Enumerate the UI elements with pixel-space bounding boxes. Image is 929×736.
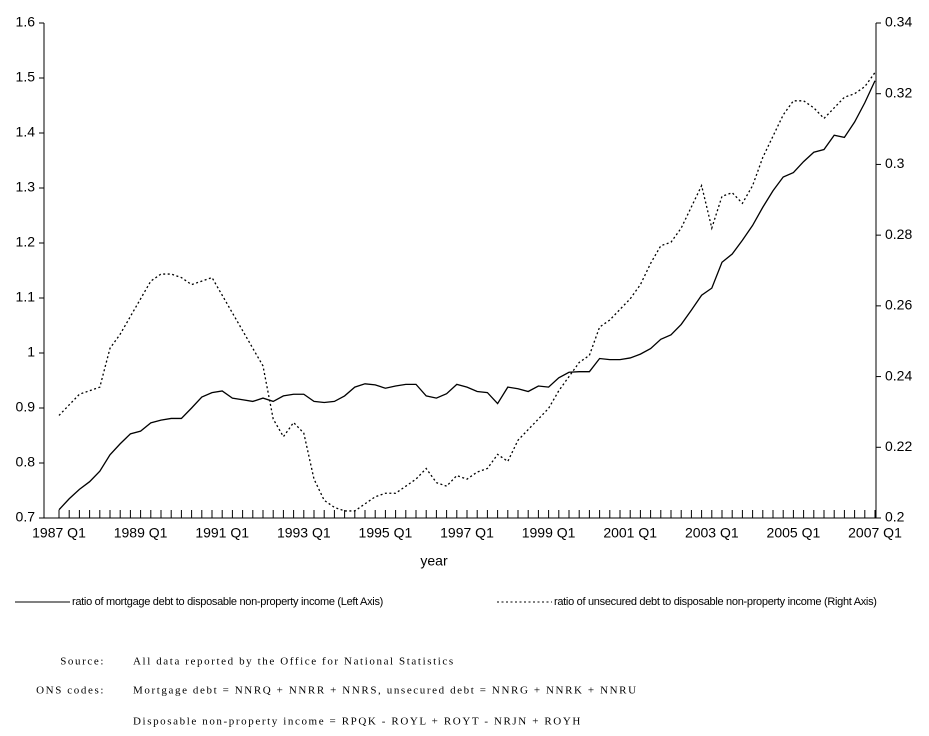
source-text: All data reported by the Office for Nati… bbox=[133, 656, 455, 668]
x-tick-label: 1989 Q1 bbox=[114, 525, 168, 541]
y-tick-label: 1.1 bbox=[16, 289, 36, 305]
legend-label: ratio of mortgage debt to disposable non… bbox=[72, 596, 383, 608]
codes-text: Disposable non-property income = RPQK - … bbox=[133, 716, 582, 728]
y2-tick-label: 0.24 bbox=[885, 367, 912, 383]
legend-label: ratio of unsecured debt to disposable no… bbox=[554, 596, 877, 608]
x-tick-label: 1999 Q1 bbox=[522, 525, 576, 541]
source-label: Source: bbox=[60, 656, 105, 668]
y-tick-label: 1.4 bbox=[16, 124, 36, 140]
y2-tick-label: 0.22 bbox=[885, 438, 912, 454]
y2-tick-label: 0.34 bbox=[885, 14, 912, 30]
y-tick-label: 1.3 bbox=[16, 179, 36, 195]
y-tick-label: 1.5 bbox=[16, 69, 36, 85]
y-tick-label: 0.9 bbox=[16, 399, 36, 415]
y-tick-label: 1.2 bbox=[16, 234, 36, 250]
y-tick-label: 1 bbox=[27, 344, 35, 360]
y-tick-label: 0.7 bbox=[16, 509, 36, 525]
x-tick-label: 2007 Q1 bbox=[848, 525, 902, 541]
y2-tick-label: 0.2 bbox=[885, 509, 905, 525]
x-tick-label: 1995 Q1 bbox=[359, 525, 413, 541]
x-tick-label: 1993 Q1 bbox=[277, 525, 331, 541]
x-tick-label: 1987 Q1 bbox=[32, 525, 86, 541]
x-tick-label: 2003 Q1 bbox=[685, 525, 739, 541]
x-axis-label: year bbox=[420, 553, 448, 569]
series-line bbox=[58, 72, 876, 512]
x-tick-label: 2001 Q1 bbox=[603, 525, 657, 541]
y2-tick-label: 0.28 bbox=[885, 226, 912, 242]
x-tick-label: 2005 Q1 bbox=[767, 525, 821, 541]
y2-tick-label: 0.3 bbox=[885, 155, 905, 171]
y-tick-label: 0.8 bbox=[16, 454, 36, 470]
codes-text: Mortgage debt = NNRQ + NNRR + NNRS, unse… bbox=[133, 685, 638, 697]
x-tick-label: 1997 Q1 bbox=[440, 525, 494, 541]
codes-label: ONS codes: bbox=[36, 685, 105, 697]
y2-tick-label: 0.32 bbox=[885, 84, 912, 100]
x-tick-label: 1991 Q1 bbox=[195, 525, 249, 541]
series-line bbox=[58, 80, 876, 511]
y-tick-label: 1.6 bbox=[16, 14, 36, 30]
y2-tick-label: 0.26 bbox=[885, 297, 912, 313]
